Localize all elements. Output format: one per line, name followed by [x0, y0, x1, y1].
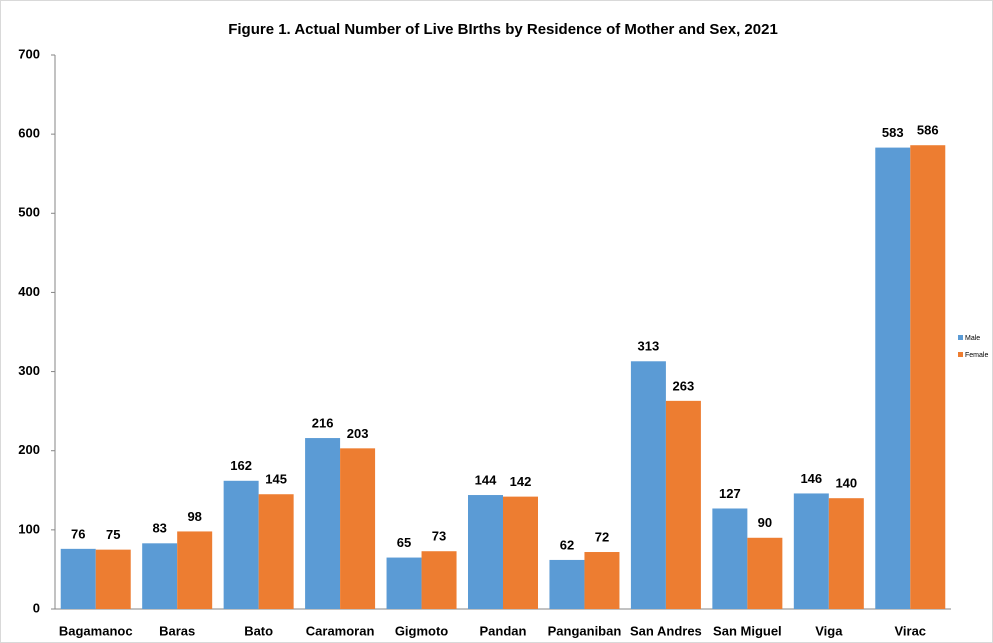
- bar: [305, 438, 341, 609]
- value-label: 83: [152, 521, 166, 536]
- bar: [258, 494, 294, 609]
- y-tick-label: 100: [18, 521, 40, 536]
- y-tick-label: 0: [33, 600, 40, 615]
- value-label: 127: [719, 486, 741, 501]
- bar: [60, 548, 96, 609]
- y-tick-label: 300: [18, 363, 40, 378]
- y-tick-label: 400: [18, 284, 40, 299]
- value-label: 144: [475, 472, 497, 487]
- bar: [468, 495, 503, 609]
- value-label: 76: [71, 526, 85, 541]
- value-label: 146: [800, 471, 822, 486]
- x-tick-label: San Andres: [630, 623, 702, 638]
- bar: [503, 496, 538, 609]
- x-tick-label: Panganiban: [548, 623, 622, 638]
- chart-title: Figure 1. Actual Number of Live BIrths b…: [228, 21, 778, 38]
- y-tick-label: 200: [18, 442, 40, 457]
- bar: [584, 552, 620, 609]
- bar: [747, 537, 783, 609]
- value-label: 145: [265, 472, 287, 487]
- x-tick-label: Baras: [159, 623, 195, 638]
- bar: [665, 400, 701, 609]
- bar: [875, 147, 911, 609]
- value-label: 73: [432, 529, 446, 544]
- x-tick-label: Bagamanoc: [59, 623, 133, 638]
- bar: [223, 480, 259, 609]
- bar: [828, 498, 864, 609]
- value-label: 216: [312, 415, 334, 430]
- value-label: 313: [638, 339, 660, 354]
- y-tick-label: 600: [18, 126, 40, 141]
- value-label: 203: [347, 426, 369, 441]
- value-label: 583: [882, 125, 904, 140]
- bar: [549, 559, 585, 609]
- bar: [142, 543, 178, 609]
- bar: [421, 551, 457, 609]
- bar: [793, 493, 829, 609]
- x-tick-label: Bato: [244, 623, 273, 638]
- value-label: 586: [917, 123, 939, 138]
- bar: [712, 508, 748, 609]
- bar: [340, 448, 376, 609]
- x-tick-label: Viga: [815, 623, 843, 638]
- legend-swatch: [958, 352, 963, 357]
- value-label: 98: [187, 509, 201, 524]
- value-label: 263: [673, 378, 695, 393]
- value-label: 75: [106, 527, 120, 542]
- x-tick-label: Virac: [894, 623, 926, 638]
- x-tick-label: Pandan: [480, 623, 527, 638]
- bar: [177, 531, 213, 609]
- y-tick-label: 500: [18, 205, 40, 220]
- legend-label: Female: [965, 352, 988, 359]
- x-tick-label: San Miguel: [713, 623, 782, 638]
- x-tick-label: Caramoran: [306, 623, 375, 638]
- value-label: 72: [595, 529, 609, 544]
- bar: [910, 145, 946, 610]
- legend-label: Male: [965, 335, 980, 342]
- bar: [386, 557, 422, 609]
- y-tick-label: 700: [18, 46, 40, 61]
- value-label: 162: [230, 458, 252, 473]
- bar: [95, 549, 131, 609]
- value-label: 90: [758, 515, 772, 530]
- value-label: 142: [510, 474, 532, 489]
- value-label: 65: [397, 535, 411, 550]
- bar: [630, 361, 666, 609]
- value-label: 140: [835, 476, 857, 491]
- value-label: 62: [560, 537, 574, 552]
- x-tick-label: Gigmoto: [395, 623, 448, 638]
- legend-swatch: [958, 335, 963, 340]
